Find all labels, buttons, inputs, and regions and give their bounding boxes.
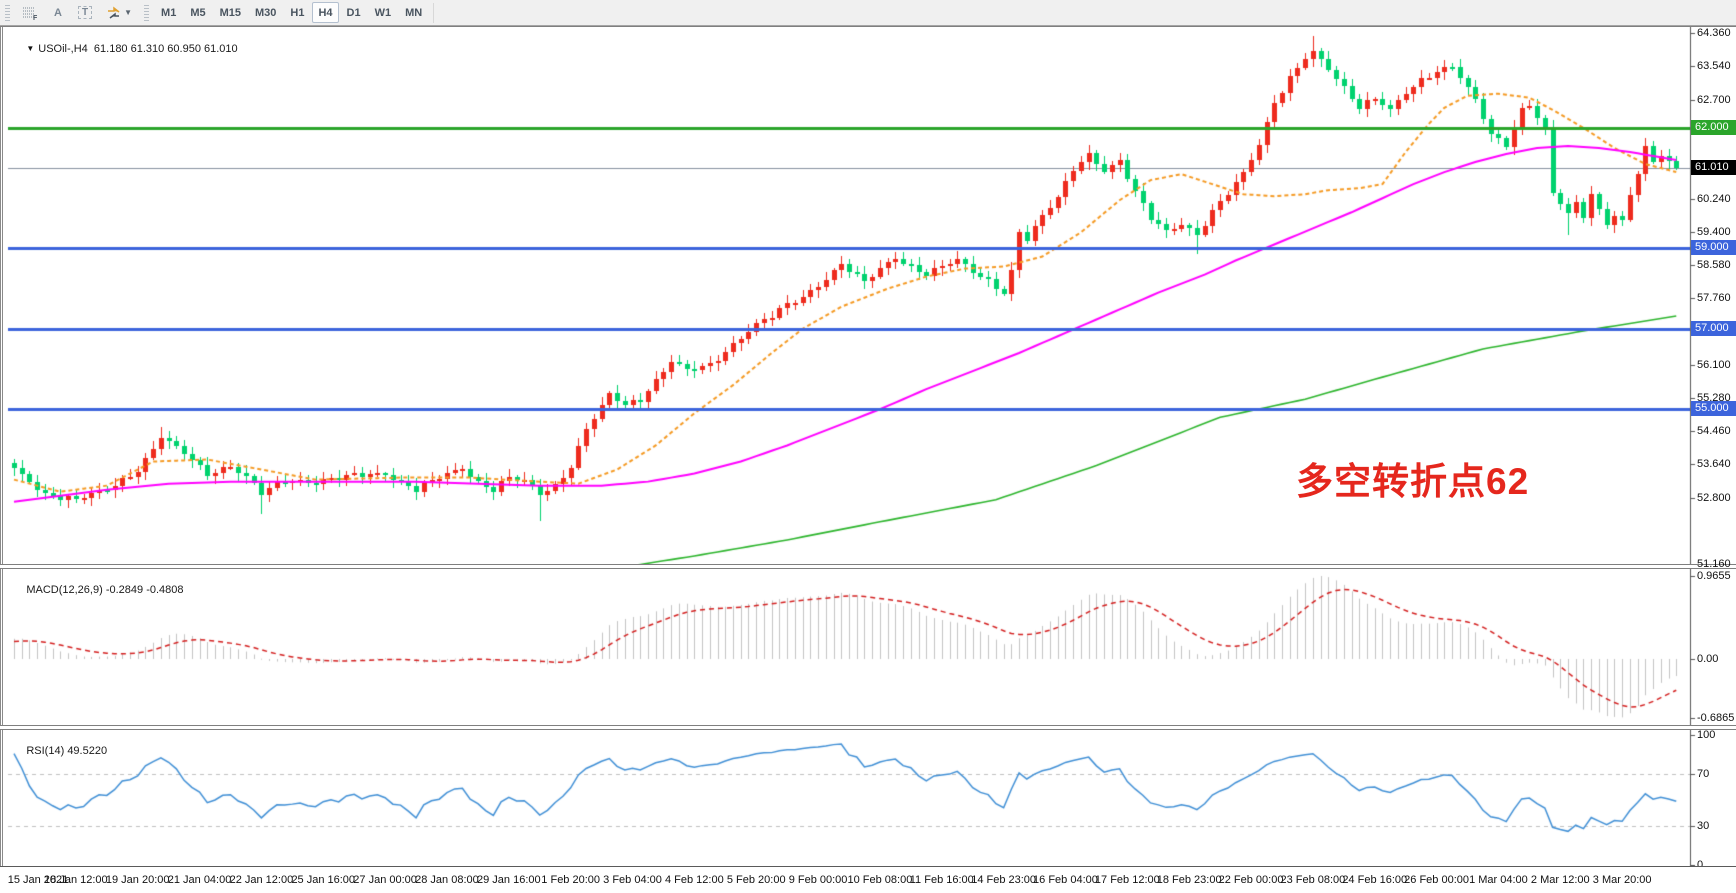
macd-tick-label: -0.6865 bbox=[1697, 712, 1735, 724]
timeframe-button-h1[interactable]: H1 bbox=[284, 2, 310, 23]
chart-area: ▼ USOil-,H4 61.180 61.310 60.950 61.010 M… bbox=[0, 26, 1736, 893]
chart-title: ▼ USOil-,H4 61.180 61.310 60.950 61.010 bbox=[8, 31, 238, 67]
window-edge bbox=[0, 27, 1, 893]
time-axis-label: 5 Feb 20:00 bbox=[726, 874, 786, 886]
time-axis-label: 24 Feb 16:00 bbox=[1342, 874, 1408, 886]
toolbar-grip[interactable] bbox=[5, 4, 10, 21]
time-axis-label: 29 Jan 16:00 bbox=[477, 874, 541, 886]
time-axis-label: 18 Feb 23:00 bbox=[1156, 874, 1222, 886]
text-label-icon: A bbox=[54, 6, 62, 19]
price-tick-label: 52.800 bbox=[1697, 491, 1731, 504]
price-tick-label: 62.700 bbox=[1697, 93, 1731, 106]
time-axis-label: 10 Feb 08:00 bbox=[847, 874, 913, 886]
rsi-tick-label: 0 bbox=[1697, 859, 1704, 871]
timeframe-button-w1[interactable]: W1 bbox=[369, 2, 398, 23]
macd-tick-label: 0.9655 bbox=[1697, 570, 1731, 582]
window-edge bbox=[2, 27, 3, 893]
price-tick-label: 60.240 bbox=[1697, 192, 1731, 205]
time-axis-label: 22 Feb 00:00 bbox=[1218, 874, 1284, 886]
toolbar: F A T ▼ M1 M5 M15 M30 H1 H4 D1 W1 MN bbox=[0, 0, 1736, 26]
time-axis-label: 27 Jan 00:00 bbox=[353, 874, 417, 886]
time-axis[interactable]: 15 Jan 2021 18 Jan 12:00 19 Jan 20:00 21 Ja… bbox=[0, 866, 1736, 893]
rsi-tick-label: 100 bbox=[1697, 729, 1716, 741]
timeframe-button-mn[interactable]: MN bbox=[399, 2, 428, 23]
rsi-label: RSI(14) 49.5220 bbox=[8, 733, 107, 769]
price-tick-label: 56.100 bbox=[1697, 359, 1731, 372]
price-tick-label: 53.640 bbox=[1697, 457, 1731, 470]
timeframe-button-m30[interactable]: M30 bbox=[249, 2, 282, 23]
time-axis-label: 25 Jan 16:00 bbox=[291, 874, 356, 886]
price-tick-label: 64.360 bbox=[1697, 27, 1731, 39]
arrows-icon bbox=[108, 6, 120, 19]
panel-separator[interactable] bbox=[0, 725, 1736, 730]
time-axis-label: 3 Feb 04:00 bbox=[603, 874, 662, 886]
time-axis-label: 14 Feb 23:00 bbox=[971, 874, 1037, 886]
time-axis-label: 1 Feb 20:00 bbox=[541, 874, 601, 886]
level-price-tag: 59.000 bbox=[1691, 240, 1736, 256]
time-axis-label: 22 Jan 12:00 bbox=[229, 874, 294, 886]
level-price-tag: 55.000 bbox=[1691, 401, 1736, 417]
time-axis-label: 23 Feb 08:00 bbox=[1280, 874, 1346, 886]
current-price-tag: 61.010 bbox=[1691, 159, 1736, 175]
svg-text:F: F bbox=[33, 15, 38, 20]
rsi-tick-label: 70 bbox=[1697, 768, 1710, 780]
timeframe-button-m15[interactable]: M15 bbox=[214, 2, 247, 23]
timeframe-group: M1 M5 M15 M30 H1 H4 D1 W1 MN bbox=[154, 2, 429, 23]
rsi-name: RSI(14) bbox=[26, 745, 65, 757]
time-axis-label: 26 Feb 00:00 bbox=[1404, 874, 1469, 886]
symbol-timeframe: USOil-,H4 bbox=[38, 43, 88, 55]
time-axis-label: 17 Feb 12:00 bbox=[1094, 874, 1160, 886]
time-axis-label: 9 Feb 00:00 bbox=[788, 874, 848, 886]
timeframe-button-d1[interactable]: D1 bbox=[341, 2, 367, 23]
chevron-down-icon: ▼ bbox=[124, 8, 133, 17]
time-axis-label: 16 Feb 04:00 bbox=[1033, 874, 1098, 886]
time-axis-label: 21 Jan 04:00 bbox=[167, 874, 232, 886]
time-axis-label: 28 Jan 08:00 bbox=[415, 874, 479, 886]
macd-values: -0.2849 -0.4808 bbox=[105, 584, 184, 596]
price-tick-label: 59.400 bbox=[1697, 226, 1731, 239]
time-axis-label: 1 Mar 04:00 bbox=[1469, 874, 1528, 886]
time-axis-label: 11 Feb 16:00 bbox=[909, 874, 974, 886]
price-tick-label: 63.540 bbox=[1697, 59, 1731, 72]
panel-separator[interactable] bbox=[0, 564, 1736, 569]
macd-tick-label: 0.00 bbox=[1697, 653, 1719, 665]
annotation-text[interactable]: 多空转折点62 bbox=[1296, 461, 1530, 502]
price-tick-label: 57.760 bbox=[1697, 292, 1731, 305]
timeframe-button-m1[interactable]: M1 bbox=[155, 2, 182, 23]
symbol-dropdown-icon[interactable]: ▼ bbox=[26, 44, 35, 53]
time-axis-label: 15 Jan 2021 bbox=[7, 874, 69, 886]
timeframe-button-m5[interactable]: M5 bbox=[184, 2, 211, 23]
macd-label: MACD(12,26,9) -0.2849 -0.4808 bbox=[8, 572, 184, 608]
price-chart-canvas[interactable] bbox=[0, 27, 1736, 893]
time-axis-label: 2 Mar 12:00 bbox=[1530, 874, 1590, 886]
price-tick-label: 58.580 bbox=[1697, 259, 1731, 272]
macd-name: MACD(12,26,9) bbox=[26, 584, 103, 596]
time-axis-label: 3 Mar 20:00 bbox=[1592, 874, 1652, 886]
text-icon: T bbox=[78, 6, 93, 19]
price-tick-label: 55.280 bbox=[1697, 392, 1731, 405]
price-tick-label: 51.160 bbox=[1697, 557, 1731, 570]
time-axis-label: 4 Feb 12:00 bbox=[665, 874, 724, 886]
level-price-tag: 62.000 bbox=[1691, 119, 1736, 135]
time-axis-label: 18 Jan 12:00 bbox=[44, 874, 108, 886]
timeframe-button-h4[interactable]: H4 bbox=[312, 2, 339, 23]
toolbar-separator bbox=[433, 2, 435, 23]
level-price-tag: 57.000 bbox=[1691, 320, 1736, 336]
rsi-tick-label: 30 bbox=[1697, 820, 1710, 832]
ohlc-readout: 61.180 61.310 60.950 61.010 bbox=[93, 43, 238, 55]
text-label-tool-button[interactable]: A bbox=[46, 2, 70, 23]
fibonacci-tool-button[interactable]: F bbox=[16, 2, 44, 23]
text-tool-button[interactable]: T bbox=[72, 2, 98, 23]
time-axis-label: 19 Jan 20:00 bbox=[105, 874, 170, 886]
arrows-tool-button[interactable]: ▼ bbox=[100, 2, 138, 23]
price-tick-label: 54.460 bbox=[1697, 424, 1731, 437]
rsi-value: 49.5220 bbox=[67, 745, 108, 757]
toolbar-grip[interactable] bbox=[144, 4, 150, 21]
fibonacci-icon: F bbox=[23, 7, 38, 20]
